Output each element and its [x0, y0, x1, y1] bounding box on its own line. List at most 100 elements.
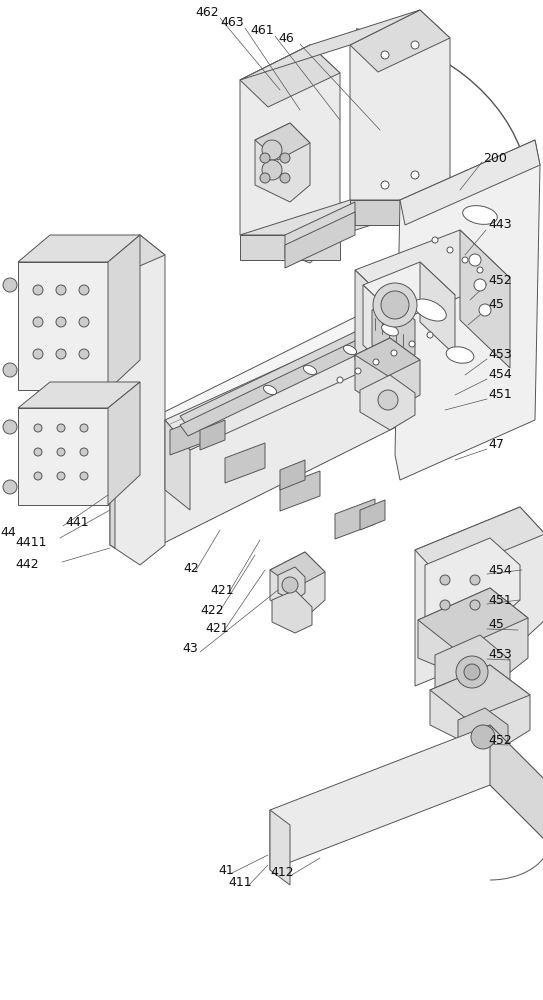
Circle shape [470, 600, 480, 610]
Polygon shape [270, 810, 290, 885]
Polygon shape [170, 415, 210, 455]
Polygon shape [240, 235, 340, 260]
Circle shape [3, 480, 17, 494]
Polygon shape [108, 235, 140, 390]
Text: 453: 453 [488, 349, 512, 361]
Circle shape [464, 664, 480, 680]
Circle shape [262, 140, 282, 160]
Polygon shape [240, 45, 340, 107]
Text: 442: 442 [15, 558, 39, 572]
Circle shape [3, 278, 17, 292]
Circle shape [79, 317, 89, 327]
Circle shape [411, 41, 419, 49]
Circle shape [34, 448, 42, 456]
Polygon shape [128, 255, 510, 465]
Polygon shape [415, 507, 543, 686]
Polygon shape [165, 420, 190, 510]
Polygon shape [240, 45, 340, 263]
Circle shape [378, 390, 398, 410]
Circle shape [432, 237, 438, 243]
Circle shape [440, 575, 450, 585]
Circle shape [373, 283, 417, 327]
Circle shape [381, 291, 409, 319]
Polygon shape [418, 588, 528, 688]
Text: 47: 47 [488, 438, 504, 452]
Polygon shape [285, 202, 355, 258]
Ellipse shape [343, 345, 357, 355]
Circle shape [79, 349, 89, 359]
Polygon shape [420, 262, 455, 355]
Polygon shape [355, 270, 405, 408]
Circle shape [260, 173, 270, 183]
Polygon shape [435, 635, 510, 715]
Text: 411: 411 [228, 876, 251, 888]
Text: 45: 45 [488, 618, 504, 632]
Text: 45: 45 [488, 298, 504, 312]
Text: 452: 452 [488, 734, 512, 746]
Text: 451: 451 [488, 593, 512, 606]
Circle shape [57, 448, 65, 456]
Text: 4411: 4411 [15, 536, 47, 550]
Polygon shape [280, 471, 320, 511]
Circle shape [3, 363, 17, 377]
Text: 462: 462 [195, 5, 219, 18]
Polygon shape [278, 567, 305, 601]
Ellipse shape [382, 324, 399, 336]
Polygon shape [180, 291, 448, 427]
Polygon shape [363, 285, 398, 378]
Text: 453: 453 [488, 648, 512, 662]
Polygon shape [430, 665, 530, 720]
Circle shape [33, 349, 43, 359]
Circle shape [56, 317, 66, 327]
Polygon shape [110, 235, 165, 565]
Circle shape [381, 51, 389, 59]
Circle shape [280, 153, 290, 163]
Text: 454: 454 [488, 368, 512, 381]
Polygon shape [255, 123, 310, 202]
Circle shape [260, 153, 270, 163]
Ellipse shape [463, 206, 497, 224]
Polygon shape [280, 460, 305, 490]
Text: 463: 463 [220, 15, 244, 28]
Polygon shape [363, 262, 455, 318]
Polygon shape [372, 302, 415, 363]
Circle shape [80, 448, 88, 456]
Polygon shape [350, 10, 450, 72]
Polygon shape [270, 725, 543, 870]
Polygon shape [180, 300, 448, 436]
Circle shape [409, 341, 415, 347]
Text: 412: 412 [270, 865, 294, 879]
Circle shape [373, 359, 379, 365]
Circle shape [3, 420, 17, 434]
Circle shape [470, 575, 480, 585]
Polygon shape [360, 375, 415, 430]
Polygon shape [418, 588, 528, 650]
Text: 421: 421 [210, 584, 233, 596]
Text: 454: 454 [488, 564, 512, 576]
Polygon shape [18, 382, 140, 408]
Polygon shape [285, 212, 355, 268]
Circle shape [440, 600, 450, 610]
Circle shape [56, 285, 66, 295]
Polygon shape [165, 295, 465, 450]
Ellipse shape [304, 365, 317, 375]
Circle shape [477, 267, 483, 273]
Circle shape [462, 257, 468, 263]
Ellipse shape [263, 385, 276, 395]
Circle shape [456, 656, 488, 688]
Circle shape [79, 285, 89, 295]
Circle shape [471, 725, 495, 749]
Polygon shape [18, 235, 140, 262]
Text: 443: 443 [488, 219, 512, 232]
Polygon shape [480, 255, 510, 370]
Text: 441: 441 [65, 516, 89, 528]
Circle shape [479, 304, 491, 316]
Circle shape [280, 173, 290, 183]
Circle shape [57, 472, 65, 480]
Circle shape [56, 349, 66, 359]
Polygon shape [350, 10, 450, 228]
Circle shape [34, 472, 42, 480]
Polygon shape [270, 552, 325, 618]
Polygon shape [395, 140, 540, 480]
Text: 422: 422 [200, 603, 224, 616]
